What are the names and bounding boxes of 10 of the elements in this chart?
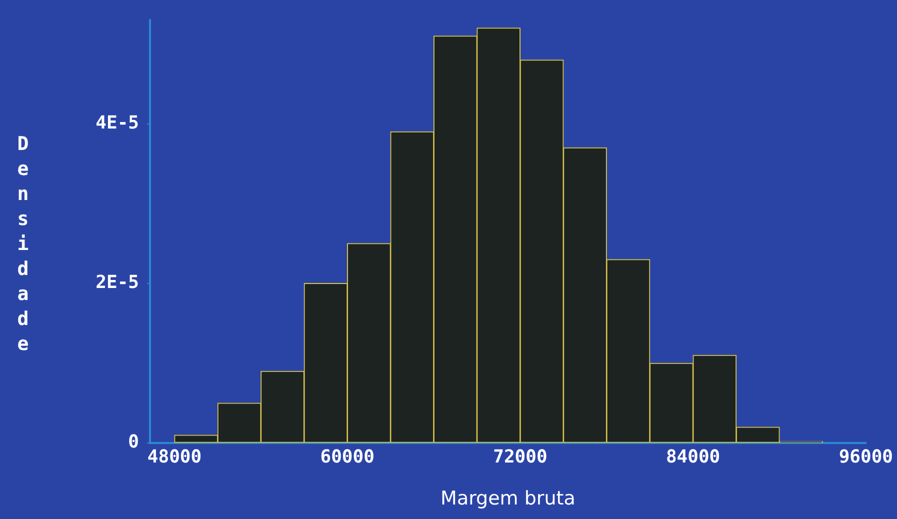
text: Densidade xyxy=(17,133,29,355)
x-tick-label: 48000 xyxy=(147,446,202,468)
x-axis-title: Margem bruta xyxy=(440,488,576,510)
y-tick-label: 2E-5 xyxy=(96,272,139,294)
y-tick-label: 0 xyxy=(128,432,139,453)
x-tick-label: 96000 xyxy=(838,446,893,468)
y-tick-label: 4E-5 xyxy=(96,112,139,134)
x-tick-label: 60000 xyxy=(320,446,374,468)
x-tick-label: 72000 xyxy=(493,446,548,468)
x-tick-label: 84000 xyxy=(666,446,720,468)
